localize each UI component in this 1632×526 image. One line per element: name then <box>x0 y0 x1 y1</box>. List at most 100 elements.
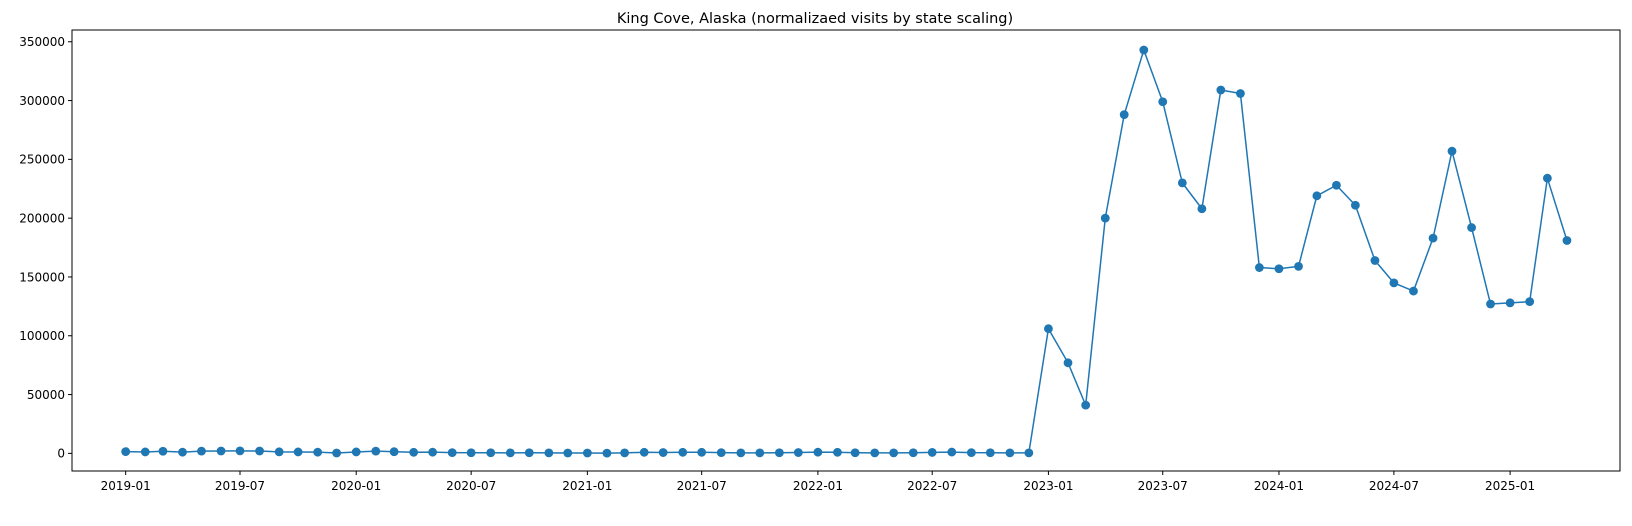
y-tick-label: 100000 <box>19 329 65 343</box>
data-point <box>371 446 381 456</box>
data-point <box>1024 448 1034 458</box>
data-point <box>678 447 688 457</box>
data-point <box>1236 89 1245 98</box>
data-point <box>1525 297 1535 307</box>
data-point <box>716 448 726 458</box>
data-point <box>389 447 399 457</box>
data-point <box>947 447 957 457</box>
series-visits <box>121 45 1572 458</box>
data-point <box>889 448 899 458</box>
series-line <box>125 49 1568 454</box>
data-point <box>1177 178 1187 188</box>
data-point <box>736 448 746 458</box>
data-point <box>620 448 630 458</box>
data-point <box>908 448 918 458</box>
plot-area <box>71 29 1621 472</box>
data-point <box>255 446 264 456</box>
data-point <box>1063 358 1073 368</box>
x-axis: 2019-01 2019-07 2020-01 2020-07 2021-01 2021-… <box>101 471 1535 493</box>
y-tick-label: 350000 <box>19 35 65 49</box>
data-point <box>524 448 534 458</box>
x-tick-label: 2020-07 <box>446 479 496 493</box>
data-point <box>1505 298 1515 308</box>
data-point <box>1542 173 1552 183</box>
y-tick-label: 200000 <box>19 211 65 225</box>
data-point <box>293 447 303 457</box>
x-tick-label: 2024-01 <box>1254 479 1304 493</box>
data-point <box>563 448 573 458</box>
data-point <box>447 448 457 458</box>
x-tick-label: 2019-07 <box>215 479 265 493</box>
data-point <box>351 447 361 457</box>
data-point <box>409 447 419 457</box>
data-point <box>1216 85 1226 95</box>
data-point <box>1350 200 1360 210</box>
data-point <box>140 447 150 457</box>
data-point <box>813 447 823 457</box>
data-point <box>505 448 515 458</box>
data-point <box>793 448 803 457</box>
x-tick-label: 2022-07 <box>907 479 957 493</box>
data-point <box>602 448 612 458</box>
data-point <box>428 447 438 457</box>
x-tick-label: 2021-07 <box>677 479 727 493</box>
data-point <box>755 448 765 458</box>
axes-frame <box>71 29 1621 472</box>
data-point <box>1562 236 1572 245</box>
data-point <box>639 447 649 457</box>
data-point <box>582 448 592 458</box>
data-point <box>1044 324 1053 334</box>
data-point <box>1389 278 1399 288</box>
data-point <box>1428 233 1438 243</box>
data-point <box>313 447 323 457</box>
data-point <box>697 447 707 457</box>
x-tick-label: 2023-01 <box>1023 479 1073 493</box>
data-point <box>833 447 842 457</box>
data-point <box>850 448 860 458</box>
data-point <box>1158 97 1168 107</box>
data-point <box>158 446 168 456</box>
y-tick-label: 0 <box>57 447 65 461</box>
data-point <box>1081 400 1091 410</box>
data-point <box>466 448 476 458</box>
x-tick-label: 2024-07 <box>1369 479 1419 493</box>
data-point <box>1294 261 1303 271</box>
data-point <box>658 448 668 457</box>
data-point <box>332 448 342 458</box>
x-tick-label: 2023-07 <box>1138 479 1188 493</box>
y-tick-label: 150000 <box>19 270 65 284</box>
data-point <box>1447 146 1457 156</box>
data-point <box>870 448 880 458</box>
y-tick-label: 50000 <box>27 388 65 402</box>
data-point <box>216 446 226 456</box>
data-point <box>544 448 554 458</box>
x-tick-label: 2021-01 <box>562 479 612 493</box>
data-point <box>1254 263 1264 272</box>
data-point <box>197 446 206 456</box>
data-point <box>985 448 995 458</box>
x-tick-label: 2019-01 <box>101 479 151 493</box>
y-tick-label: 300000 <box>19 94 65 108</box>
x-tick-label: 2025-01 <box>1485 479 1535 493</box>
data-point <box>966 448 976 458</box>
data-point <box>178 447 187 457</box>
data-point <box>121 447 131 456</box>
data-point <box>1274 264 1284 274</box>
x-tick-label: 2020-01 <box>331 479 381 493</box>
data-point <box>1370 256 1380 265</box>
data-point <box>774 448 784 458</box>
data-point <box>1409 286 1418 296</box>
chart-title: King Cove, Alaska (normalizaed visits by… <box>617 11 1013 27</box>
data-point <box>1119 110 1129 120</box>
data-point <box>1197 204 1207 214</box>
data-point <box>1100 213 1110 223</box>
data-point <box>1312 191 1322 201</box>
data-point <box>235 446 245 456</box>
data-point <box>1467 223 1476 232</box>
y-tick-label: 250000 <box>19 153 65 167</box>
data-point <box>1332 180 1341 190</box>
data-point <box>927 448 937 457</box>
data-point <box>1005 448 1015 458</box>
